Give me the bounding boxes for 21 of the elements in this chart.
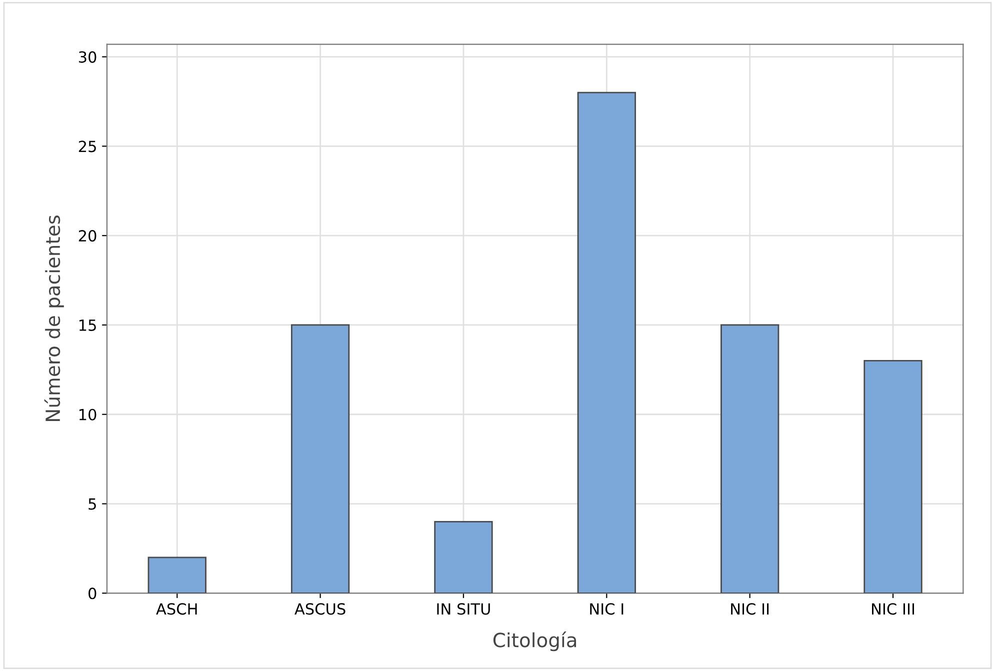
x-tick-label: IN SITU xyxy=(437,603,490,615)
y-axis-title: Número de pacientes xyxy=(44,216,64,421)
bar xyxy=(434,520,493,594)
bar xyxy=(720,324,780,594)
bar xyxy=(864,360,922,594)
y-tick-label: 5 xyxy=(88,498,96,510)
y-tick-label: 10 xyxy=(79,408,96,420)
y-tick-label: 0 xyxy=(88,588,96,600)
x-tick-label: ASCH xyxy=(156,603,197,615)
bar xyxy=(148,556,206,594)
y-tick-label: 25 xyxy=(78,140,96,152)
x-tick-label: ASCUS xyxy=(294,603,346,615)
x-tick-label: NIC III xyxy=(872,603,914,615)
y-tick-label: 20 xyxy=(78,230,96,242)
x-tick-label: NIC II xyxy=(731,603,769,615)
y-tick-label: 15 xyxy=(79,320,96,332)
x-axis-title: Citología xyxy=(493,632,576,652)
bar xyxy=(577,92,636,594)
y-tick-label: 30 xyxy=(78,51,96,63)
bar xyxy=(290,324,350,594)
x-tick-label: NIC I xyxy=(590,603,624,615)
